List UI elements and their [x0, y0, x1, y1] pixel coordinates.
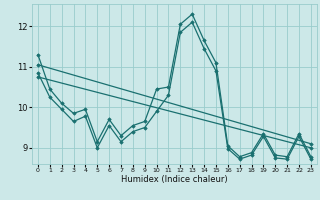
X-axis label: Humidex (Indice chaleur): Humidex (Indice chaleur)	[121, 175, 228, 184]
